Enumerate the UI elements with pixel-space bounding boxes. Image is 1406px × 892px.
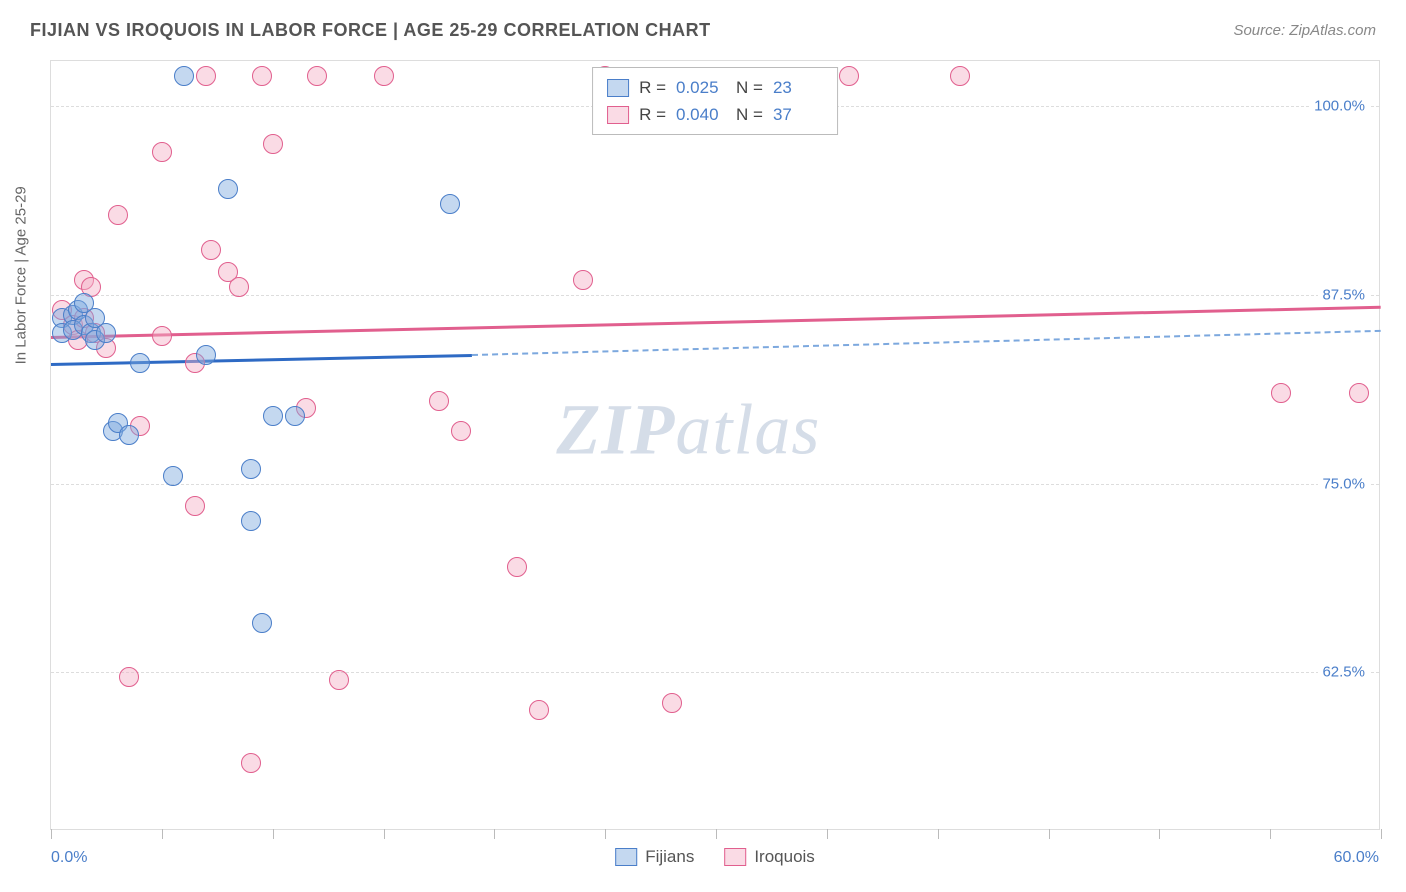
scatter-point (152, 326, 172, 346)
scatter-point (119, 667, 139, 687)
scatter-point (163, 466, 183, 486)
r-value: 0.040 (676, 101, 726, 128)
scatter-point (662, 693, 682, 713)
x-tick (605, 829, 606, 839)
scatter-point (429, 391, 449, 411)
x-tick (938, 829, 939, 839)
stats-box: R = 0.025 N = 23 R = 0.040 N = 37 (592, 67, 838, 135)
x-tick (1049, 829, 1050, 839)
y-tick-label: 75.0% (1318, 475, 1369, 492)
x-axis-min-label: 0.0% (51, 849, 87, 867)
x-tick (1381, 829, 1382, 839)
scatter-point (252, 66, 272, 86)
n-value: 37 (773, 101, 823, 128)
scatter-point (96, 323, 116, 343)
scatter-point (241, 459, 261, 479)
x-tick (494, 829, 495, 839)
scatter-point (196, 66, 216, 86)
scatter-point (252, 613, 272, 633)
stats-row: R = 0.040 N = 37 (607, 101, 823, 128)
scatter-point (451, 421, 471, 441)
scatter-point (573, 270, 593, 290)
gridline (51, 484, 1379, 485)
scatter-point (130, 353, 150, 373)
series-swatch (607, 106, 629, 124)
scatter-point (263, 406, 283, 426)
scatter-point (218, 179, 238, 199)
scatter-point (185, 496, 205, 516)
trend-line (51, 354, 472, 366)
series-swatch (607, 79, 629, 97)
scatter-point (529, 700, 549, 720)
x-tick (384, 829, 385, 839)
scatter-point (119, 425, 139, 445)
n-value: 23 (773, 74, 823, 101)
legend: Fijians Iroquois (615, 847, 815, 867)
scatter-point (241, 753, 261, 773)
x-tick (827, 829, 828, 839)
scatter-point (307, 66, 327, 86)
y-tick-label: 87.5% (1318, 287, 1369, 304)
page-title: FIJIAN VS IROQUOIS IN LABOR FORCE | AGE … (30, 20, 711, 41)
scatter-point (174, 66, 194, 86)
scatter-point (152, 142, 172, 162)
scatter-point (1271, 383, 1291, 403)
trend-line (472, 330, 1381, 356)
n-label: N = (736, 101, 763, 128)
r-label: R = (639, 101, 666, 128)
legend-label: Iroquois (754, 847, 814, 867)
scatter-point (329, 670, 349, 690)
r-value: 0.025 (676, 74, 726, 101)
legend-item: Iroquois (724, 847, 814, 867)
gridline (51, 672, 1379, 673)
legend-swatch (615, 848, 637, 866)
x-tick (716, 829, 717, 839)
plot-area: 62.5% 75.0% 87.5% 100.0% (51, 61, 1379, 829)
scatter-point (285, 406, 305, 426)
scatter-point (229, 277, 249, 297)
stats-row: R = 0.025 N = 23 (607, 74, 823, 101)
scatter-point (108, 205, 128, 225)
legend-item: Fijians (615, 847, 694, 867)
gridline (51, 295, 1379, 296)
scatter-point (440, 194, 460, 214)
x-tick (1159, 829, 1160, 839)
source-label: Source: ZipAtlas.com (1233, 22, 1376, 39)
legend-label: Fijians (645, 847, 694, 867)
y-axis-title: In Labor Force | Age 25-29 (13, 186, 30, 364)
n-label: N = (736, 74, 763, 101)
x-tick (1270, 829, 1271, 839)
scatter-point (241, 511, 261, 531)
scatter-point (507, 557, 527, 577)
scatter-point (950, 66, 970, 86)
scatter-point (263, 134, 283, 154)
scatter-point (839, 66, 859, 86)
scatter-point (1349, 383, 1369, 403)
x-axis-max-label: 60.0% (1334, 849, 1379, 867)
y-tick-label: 100.0% (1310, 98, 1369, 115)
trend-line (51, 306, 1381, 339)
x-tick (162, 829, 163, 839)
r-label: R = (639, 74, 666, 101)
scatter-point (196, 345, 216, 365)
legend-swatch (724, 848, 746, 866)
correlation-chart: In Labor Force | Age 25-29 ZIPatlas 62.5… (50, 60, 1380, 830)
scatter-point (374, 66, 394, 86)
y-tick-label: 62.5% (1318, 664, 1369, 681)
x-tick (273, 829, 274, 839)
x-tick (51, 829, 52, 839)
scatter-point (201, 240, 221, 260)
